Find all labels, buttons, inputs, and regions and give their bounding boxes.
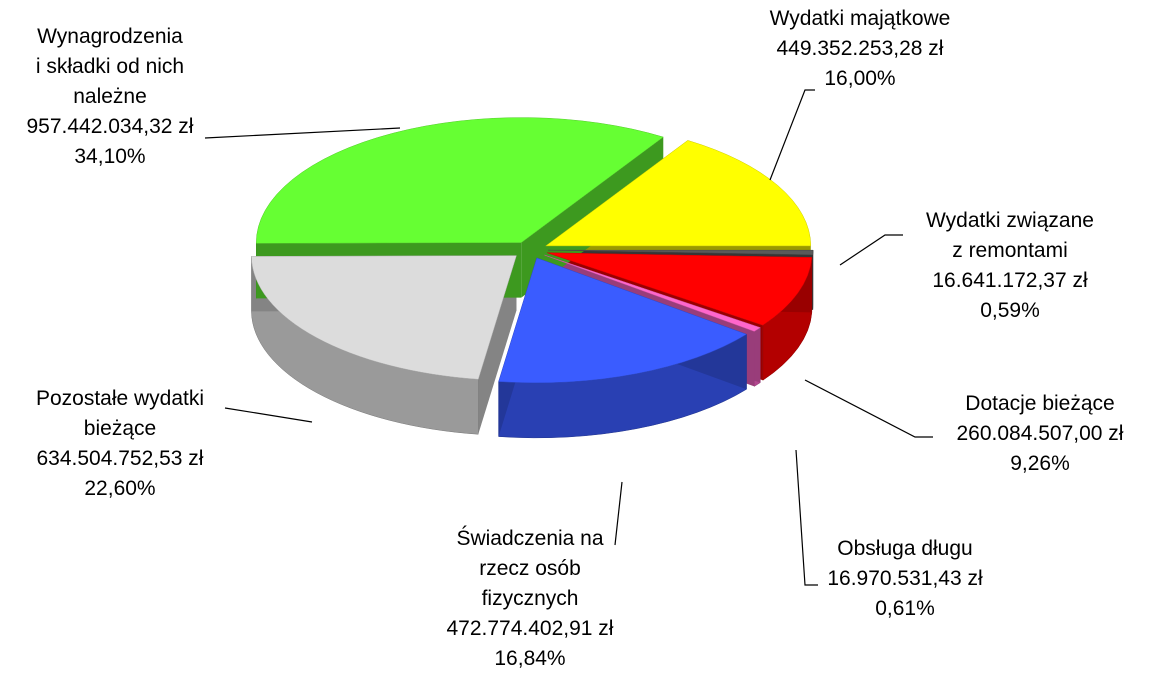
- slice-label: Dotacje bieżące: [965, 392, 1114, 415]
- percent-label: 0,61%: [875, 597, 935, 620]
- slice-label: Pozostałe wydatki bieżące: [36, 387, 204, 440]
- leader-line: [769, 89, 815, 181]
- amount-label: 16.641.172,37 zł: [932, 269, 1088, 292]
- leader-line: [839, 234, 903, 266]
- percent-label: 34,10%: [74, 145, 145, 168]
- amount-label: 16.970.531,43 zł: [827, 567, 983, 590]
- percent-label: 0,59%: [980, 299, 1040, 322]
- leader-line: [795, 449, 818, 586]
- leader-line: [804, 379, 933, 438]
- slice-label: Świadczenia na rzecz osób fizycznych: [456, 526, 603, 610]
- slice-top: [498, 257, 748, 384]
- amount-label: 472.774.402,91 zł: [447, 617, 614, 640]
- percent-label: 16,84%: [494, 647, 565, 670]
- leader-line: [204, 127, 401, 139]
- slice-label: Obsługa długu: [837, 537, 972, 560]
- slice-top: [544, 254, 761, 332]
- amount-label: 957.442.034,32 zł: [27, 115, 194, 138]
- percent-label: 22,60%: [84, 477, 155, 500]
- slice-label: Wydatki związane z remontami: [926, 209, 1094, 262]
- slice-top: [546, 252, 813, 326]
- slice-label: Wynagrodzenia i składki od nich należne: [36, 25, 184, 108]
- amount-label: 260.084.507,00 zł: [957, 422, 1124, 445]
- percent-label: 9,26%: [1010, 452, 1070, 475]
- leader-line: [614, 481, 623, 546]
- percent-label: 16,00%: [824, 67, 895, 90]
- pie-tops: [251, 117, 814, 384]
- slice-top: [547, 249, 814, 256]
- slice-top: [256, 117, 664, 244]
- slice-top: [251, 255, 517, 380]
- slice-label: Wydatki majątkowe: [770, 7, 951, 30]
- leader-line: [224, 407, 313, 423]
- slice-top: [545, 140, 812, 247]
- amount-label: 634.504.752,53 zł: [37, 447, 204, 470]
- amount-label: 449.352.253,28 zł: [777, 37, 944, 60]
